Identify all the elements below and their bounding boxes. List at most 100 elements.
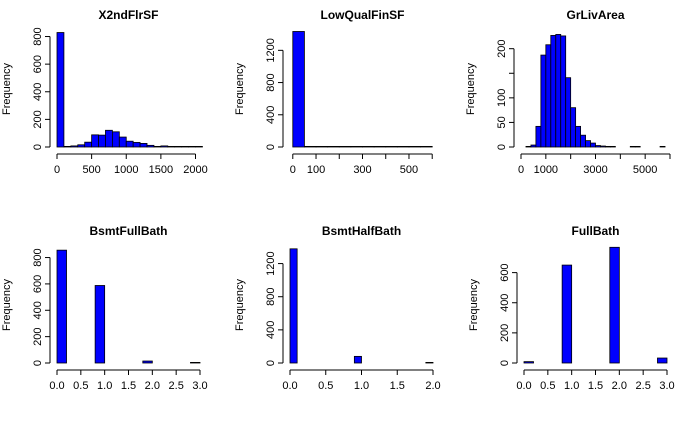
- histogram-bar: [289, 248, 298, 364]
- histogram-bar: [373, 145, 387, 148]
- x-tick-label: 2.5: [169, 380, 184, 392]
- y-tick-label: 600: [499, 263, 511, 281]
- y-tick-label: 200: [496, 40, 508, 58]
- x-tick-label: 0: [518, 164, 524, 176]
- histogram-bar: [91, 134, 99, 148]
- y-tick-label: 200: [32, 327, 44, 345]
- histogram-bar: [629, 145, 636, 148]
- x-tick-label: 3.0: [192, 380, 207, 392]
- histogram-bar: [420, 145, 433, 148]
- y-tick-label: 0: [265, 360, 277, 366]
- histogram-bar: [77, 144, 86, 148]
- y-tick-label: 0: [32, 144, 44, 150]
- y-tick-label: 400: [32, 83, 44, 101]
- y-axis-label: Frequency: [234, 63, 246, 115]
- histogram-bar: [188, 145, 196, 148]
- histogram-bar: [105, 129, 113, 148]
- y-tick-label: 400: [32, 301, 44, 319]
- y-tick-label: 400: [265, 106, 277, 124]
- x-tick-label: 1.0: [97, 380, 112, 392]
- chart-title: FullBath: [572, 224, 620, 238]
- histogram-bar: [362, 145, 375, 148]
- y-tick-label: 400: [265, 321, 277, 339]
- histogram-bar: [530, 144, 537, 148]
- chart-title: LowQualFinSF: [321, 8, 405, 22]
- histogram-bar: [657, 357, 668, 364]
- x-tick-label: 0.5: [318, 380, 333, 392]
- x-tick-label: 300: [353, 164, 371, 176]
- x-tick-label: 0.0: [516, 380, 531, 392]
- x-tick-label: 1.5: [121, 380, 136, 392]
- histogram-panel: BsmtFullBath Frequency 0.0 0.5 1.0 1.5 2.0 2.5 3…: [1, 224, 208, 392]
- y-tick-label: 200: [32, 110, 44, 128]
- x-tick-label: 500: [400, 164, 418, 176]
- x-tick-label: 100: [307, 164, 325, 176]
- x-tick-label: 1.0: [564, 380, 579, 392]
- histogram-bar: [396, 145, 410, 148]
- y-tick-label: 800: [265, 288, 277, 306]
- histogram-bar: [195, 145, 203, 148]
- histogram-bar: [338, 145, 352, 148]
- y-tick-label: 200: [499, 324, 511, 342]
- y-tick-label: 1200: [265, 251, 277, 275]
- histogram-bar: [139, 143, 148, 148]
- histogram-bar: [595, 145, 601, 148]
- histogram-panel: LowQualFinSF Frequency 0 100 300 500 0 400 800 12…: [234, 8, 433, 176]
- y-tick-label: 800: [32, 27, 44, 45]
- histogram-panel: BsmtHalfBath Frequency 0.0 0.5 1.0 1.5 2.0 0 400…: [234, 224, 441, 392]
- x-tick-label: 0: [290, 164, 296, 176]
- x-tick-label: 0.0: [49, 380, 64, 392]
- histogram-bar: [304, 145, 317, 148]
- x-tick-label: 5000: [633, 164, 657, 176]
- x-tick-label: 500: [82, 164, 100, 176]
- histogram-bar: [315, 145, 329, 148]
- histogram-bar: [98, 134, 106, 148]
- x-tick-label: 2.5: [636, 380, 651, 392]
- histogram-bar: [560, 35, 567, 148]
- y-axis-label: Frequency: [465, 63, 477, 115]
- histogram-bar: [408, 145, 421, 148]
- x-tick-label: 1.5: [588, 380, 603, 392]
- histogram-bar: [350, 145, 363, 148]
- x-tick-label: 1000: [114, 164, 138, 176]
- histogram-bar: [610, 145, 616, 148]
- histogram-bar: [561, 264, 573, 364]
- histogram-bar: [535, 125, 542, 148]
- histogram-bar: [634, 145, 641, 148]
- y-axis-label: Frequency: [1, 279, 13, 331]
- histogram-bar: [590, 142, 596, 148]
- histogram-bar: [659, 145, 666, 148]
- histogram-bar: [585, 140, 591, 148]
- histogram-bar: [153, 145, 162, 148]
- histogram-bar: [575, 125, 582, 148]
- histogram-bar: [545, 44, 552, 148]
- histogram-bar: [327, 145, 340, 148]
- y-tick-label: 600: [32, 275, 44, 293]
- x-tick-label: 2.0: [145, 380, 160, 392]
- y-axis-label: Frequency: [468, 279, 480, 331]
- histogram-bar: [63, 145, 72, 148]
- y-tick-label: 50: [496, 116, 508, 128]
- x-tick-label: 3.0: [659, 380, 674, 392]
- x-tick-label: 2.0: [612, 380, 627, 392]
- histogram-bar: [540, 54, 547, 148]
- histogram-bar: [609, 246, 620, 364]
- histogram-bar: [132, 142, 141, 148]
- histogram-bar: [70, 145, 79, 148]
- x-tick-label: 1.5: [390, 380, 405, 392]
- y-tick-label: 0: [499, 360, 511, 366]
- histogram-bar: [181, 145, 189, 148]
- histogram-bar: [605, 145, 611, 148]
- histogram-bar: [118, 136, 127, 148]
- x-tick-label: 1000: [534, 164, 558, 176]
- histogram-bar: [353, 355, 362, 364]
- histogram-panel: X2ndFlrSF Frequency 0 500 1000 1500 2000 0 200 40…: [1, 8, 208, 176]
- y-tick-label: 800: [32, 248, 44, 266]
- y-axis-label: Frequency: [234, 279, 246, 331]
- chart-title: GrLivArea: [566, 8, 624, 22]
- histogram-bar: [425, 361, 434, 364]
- chart-title: X2ndFlrSF: [98, 8, 158, 22]
- histogram-bar: [56, 249, 67, 364]
